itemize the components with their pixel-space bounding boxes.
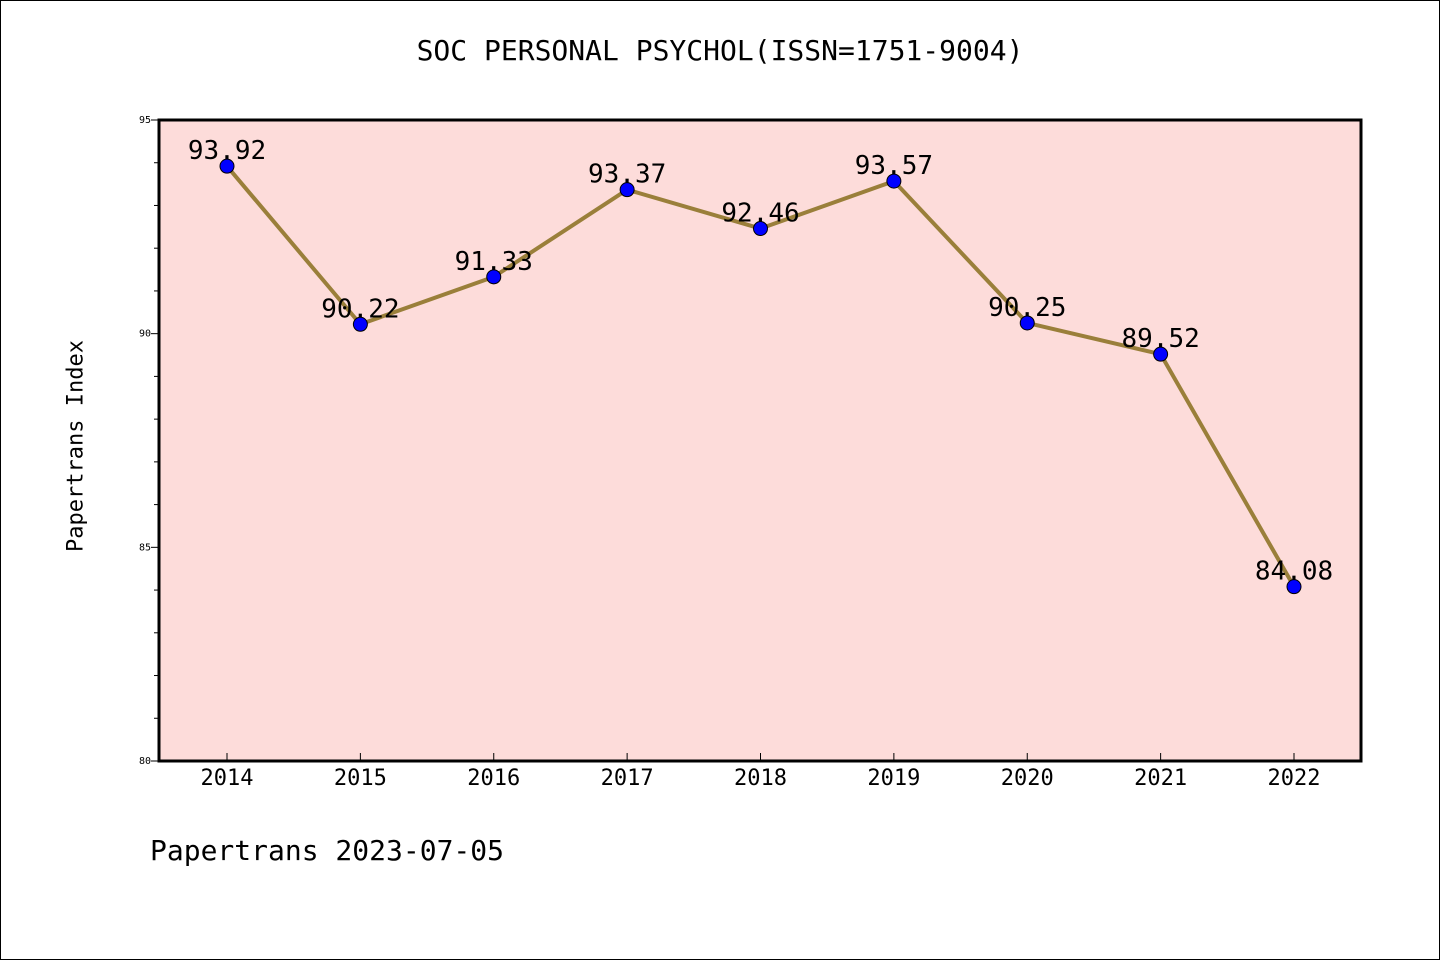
data-label: 90.25 bbox=[988, 293, 1066, 323]
y-tick-label: 85 bbox=[139, 542, 151, 553]
data-point bbox=[1286, 579, 1302, 595]
footer-date: Papertrans 2023-07-05 bbox=[150, 834, 505, 867]
data-point bbox=[219, 158, 235, 174]
data-labels: 93.92 90.22 91.33 93.37 92.46 93.57 90.25 89.52… bbox=[188, 136, 1333, 586]
data-point bbox=[486, 269, 502, 285]
y-tick-label: 90 bbox=[139, 329, 151, 340]
x-tick-label: 2016 bbox=[467, 766, 520, 791]
y-tick-label: 80 bbox=[139, 756, 151, 767]
x-tick-label: 2018 bbox=[734, 766, 787, 791]
data-label: 89.52 bbox=[1121, 324, 1199, 354]
data-point bbox=[619, 182, 635, 198]
x-tick-label: 2019 bbox=[867, 766, 920, 791]
data-label: 93.57 bbox=[855, 151, 933, 181]
chart-title: SOC PERSONAL PSYCHOL(ISSN=1751-9004) bbox=[416, 34, 1024, 67]
plot-border bbox=[157, 118, 1363, 763]
x-tick-label: 2017 bbox=[601, 766, 654, 791]
data-label: 92.46 bbox=[721, 199, 799, 229]
data-label: 90.22 bbox=[321, 294, 399, 324]
data-label: 93.92 bbox=[188, 136, 266, 166]
data-label: 93.37 bbox=[588, 160, 666, 190]
x-tick-label: 2015 bbox=[334, 766, 387, 791]
x-tick-label: 2014 bbox=[201, 766, 254, 791]
data-point bbox=[886, 173, 902, 189]
data-point bbox=[352, 316, 368, 332]
x-tick-label: 2020 bbox=[1001, 766, 1054, 791]
data-label: 84.08 bbox=[1255, 557, 1333, 587]
x-axis: 2014 2015 2016 2017 2018 2019 2020 2021 2022 bbox=[201, 753, 1321, 791]
y-tick-label: 95 bbox=[139, 115, 151, 126]
data-point bbox=[1153, 346, 1169, 362]
data-markers bbox=[219, 158, 1302, 595]
y-axis: 80 85 90 95 bbox=[139, 115, 159, 767]
data-point bbox=[1019, 315, 1035, 331]
x-tick-label: 2022 bbox=[1268, 766, 1321, 791]
x-tick-label: 2021 bbox=[1134, 766, 1187, 791]
data-label: 91.33 bbox=[455, 247, 533, 277]
data-point bbox=[753, 221, 768, 237]
